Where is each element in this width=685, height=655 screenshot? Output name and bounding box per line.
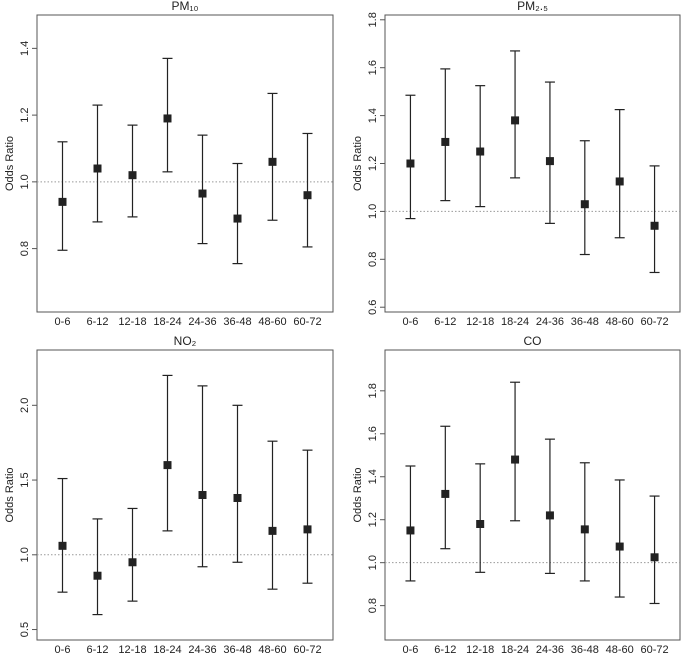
x-tick-label: 48-60	[258, 316, 286, 328]
point-estimate	[406, 526, 415, 535]
y-tick-label: 1.4	[367, 108, 379, 123]
x-tick-label: 60-72	[293, 316, 321, 328]
y-tick-label: 0.8	[367, 598, 379, 613]
point-estimate	[615, 542, 624, 551]
plot-frame	[36, 14, 334, 313]
y-tick-label: 1.8	[367, 12, 379, 27]
y-tick-label: 1.6	[367, 60, 379, 75]
point-estimate	[303, 525, 312, 534]
x-tick-label: 12-18	[118, 316, 146, 328]
plot-frame	[36, 349, 334, 641]
x-tick-label: 24-36	[188, 316, 216, 328]
y-tick-label: 1.5	[19, 472, 31, 487]
panel-title: PM₂.₅	[517, 0, 548, 13]
point-estimate	[580, 200, 589, 209]
point-estimate	[93, 164, 102, 173]
x-tick-label: 60-72	[640, 644, 668, 655]
x-tick-label: 48-60	[606, 644, 634, 655]
x-tick-label: 48-60	[258, 644, 286, 655]
point-estimate	[233, 493, 242, 502]
x-tick-label: 6-12	[86, 644, 108, 655]
point-estimate	[198, 189, 207, 198]
y-tick-label: 0.8	[19, 241, 31, 256]
x-tick-label: 24-36	[188, 644, 216, 655]
x-tick-label: 0-6	[55, 644, 71, 655]
point-estimate	[128, 171, 137, 180]
x-tick-label: 12-18	[466, 316, 494, 328]
x-tick-label: 18-24	[153, 316, 181, 328]
point-estimate	[650, 221, 659, 230]
x-tick-label: 60-72	[293, 644, 321, 655]
point-estimate	[233, 214, 242, 223]
x-tick-label: 36-48	[223, 316, 251, 328]
point-estimate	[303, 191, 312, 200]
panel-title: PM₁₀	[171, 0, 198, 13]
point-estimate	[406, 159, 415, 168]
x-tick-label: 48-60	[606, 316, 634, 328]
x-tick-label: 36-48	[223, 644, 251, 655]
x-tick-label: 24-36	[536, 644, 564, 655]
plot-frame	[384, 14, 681, 313]
panel-title: CO	[524, 334, 542, 348]
point-estimate	[511, 116, 520, 125]
y-tick-label: 1.2	[19, 107, 31, 122]
point-estimate	[580, 525, 589, 534]
x-tick-label: 6-12	[434, 316, 456, 328]
x-tick-label: 36-48	[571, 644, 599, 655]
y-tick-label: 2.0	[19, 398, 31, 413]
x-tick-label: 12-18	[118, 644, 146, 655]
point-estimate	[268, 526, 277, 535]
x-tick-label: 18-24	[501, 644, 529, 655]
x-tick-label: 6-12	[434, 644, 456, 655]
x-tick-label: 60-72	[640, 316, 668, 328]
point-estimate	[545, 157, 554, 166]
x-tick-label: 0-6	[402, 644, 418, 655]
y-tick-label: 1.4	[19, 41, 31, 56]
y-tick-label: 1.8	[367, 383, 379, 398]
y-tick-label: 1.6	[367, 426, 379, 441]
point-estimate	[650, 553, 659, 562]
point-estimate	[615, 177, 624, 186]
y-tick-label: 1.0	[367, 555, 379, 570]
x-tick-label: 12-18	[466, 644, 494, 655]
x-tick-label: 6-12	[86, 316, 108, 328]
point-estimate	[268, 157, 277, 166]
x-tick-label: 0-6	[55, 316, 71, 328]
y-axis-label: Odds Ratio	[352, 136, 364, 191]
y-axis-label: Odds Ratio	[4, 467, 16, 522]
x-tick-label: 24-36	[536, 316, 564, 328]
point-estimate	[128, 558, 137, 567]
point-estimate	[58, 541, 67, 550]
point-estimate	[163, 461, 172, 470]
y-tick-label: 0.5	[19, 622, 31, 637]
y-tick-label: 0.8	[367, 252, 379, 267]
y-axis-label: Odds Ratio	[4, 136, 16, 191]
y-tick-label: 1.2	[367, 512, 379, 527]
point-estimate	[476, 520, 485, 528]
y-axis-label: Odds Ratio	[352, 467, 364, 522]
y-tick-label: 1.0	[19, 174, 31, 189]
point-estimate	[163, 114, 172, 123]
y-tick-label: 1.4	[367, 469, 379, 484]
y-tick-label: 1.0	[367, 204, 379, 219]
point-estimate	[198, 491, 207, 499]
panel-title: NO₂	[174, 334, 197, 348]
point-estimate	[511, 455, 520, 464]
x-tick-label: 0-6	[402, 316, 418, 328]
y-tick-label: 1.2	[367, 156, 379, 171]
point-estimate	[476, 147, 485, 156]
point-estimate	[545, 511, 554, 520]
x-tick-label: 18-24	[153, 644, 181, 655]
point-estimate	[441, 489, 450, 498]
y-tick-label: 0.6	[367, 300, 379, 315]
x-tick-label: 18-24	[501, 316, 529, 328]
y-tick-label: 1.0	[19, 547, 31, 562]
point-estimate	[58, 197, 67, 206]
point-estimate	[441, 137, 450, 146]
x-tick-label: 36-48	[571, 316, 599, 328]
plot-frame	[384, 349, 681, 641]
point-estimate	[93, 571, 102, 580]
